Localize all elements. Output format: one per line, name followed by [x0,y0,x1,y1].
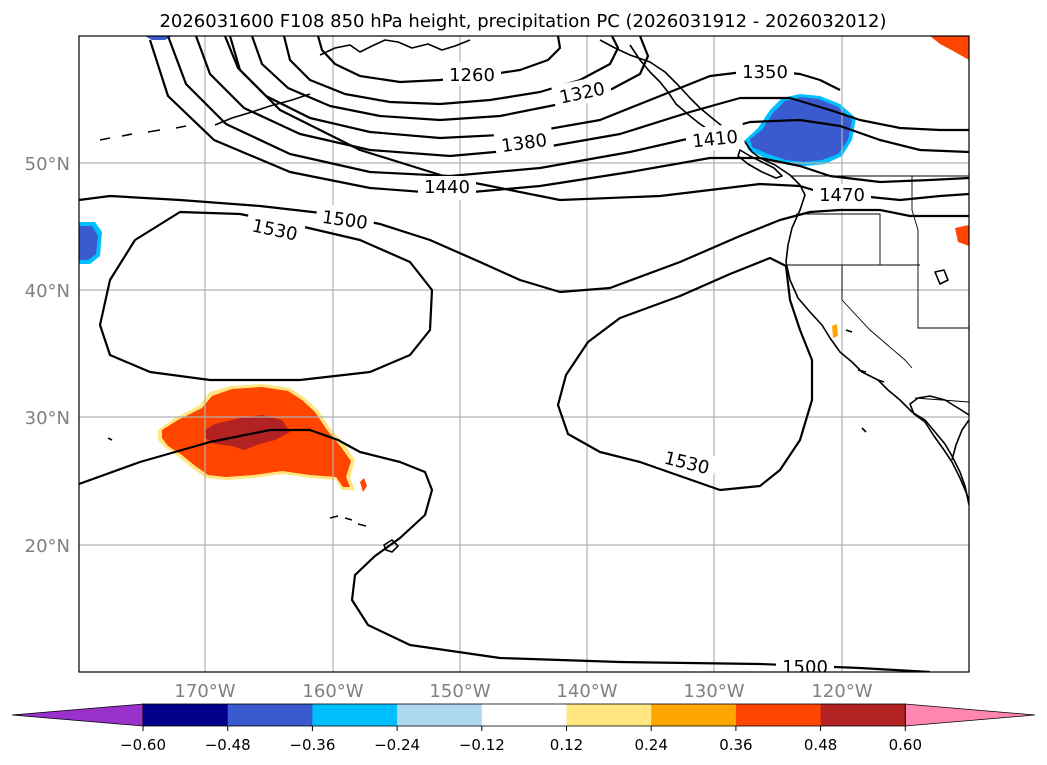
contour-1500-south [79,428,931,672]
lon-label-160w: 160°W [302,681,363,702]
colorbar-tick-label: −0.24 [374,736,420,754]
contour-1470 [228,36,969,202]
contour-label-1500-south: 1500 [782,657,828,678]
lat-label-40n: 40°N [25,281,70,302]
colorbar-segment [820,704,906,726]
political-borders [786,175,969,403]
lon-label-150w: 150°W [429,681,490,702]
clabel-bg-1260 [443,62,501,86]
colorbar-segment [481,704,567,726]
contour-1320 [250,36,650,122]
colorbar: −0.60 −0.48 −0.36 −0.24 −0.12 0.12 0.24 0.36 0.4… [11,703,1036,754]
contour-1500-north [79,194,969,294]
colorbar-segment [227,704,313,726]
coastlines [99,39,969,553]
contour-label-1260: 1260 [449,65,495,86]
colorbar-tick-label: 0.48 [804,736,837,754]
wa-or-border [796,213,881,265]
colorbar-extend-high [904,703,1036,727]
colorbar-tick-label: 0.24 [634,736,667,754]
lat-label-30n: 30°N [25,408,70,429]
contour-1530-east [556,256,814,492]
ca-nv-border [841,265,913,369]
contour-1530-west [98,210,434,382]
colorbar-segment [651,704,737,726]
lon-label-140w: 140°W [556,681,617,702]
lat-label-50n: 50°N [25,154,70,175]
colorbar-segment [397,704,483,726]
map-title: 2026031600 F108 850 hPa height, precipit… [159,11,886,32]
us-mexico-border [914,397,969,403]
colorbar-tick-label: 0.12 [550,736,583,754]
clabel-bg-1470 [813,184,871,208]
hawaii-islands [329,515,399,553]
contour-1410 [166,36,969,178]
map-content: 1260 1320 1350 1380 1410 1440 1470 1500 … [79,36,969,678]
baja-peninsula [909,395,969,501]
contour-labels: 1260 1320 1350 1380 1410 1440 1470 1500 … [244,60,871,678]
lon-label-130w: 130°W [683,681,744,702]
colorbar-segment [566,704,652,726]
contour-1290 [282,36,620,106]
colorbar-segment [312,704,398,726]
colorbar-segment [143,704,229,726]
clabel-bg-1500a [314,203,376,235]
precip-pos-coast [955,225,969,246]
latitude-labels: 50°N 40°N 30°N 20°N [25,154,70,557]
lon-label-120w: 120°W [811,681,872,702]
contour-1260 [316,36,562,84]
mainland-mexico [951,419,969,461]
id-border [911,176,919,265]
colorbar-extend-low [11,703,144,727]
aleutian-chain [99,125,187,141]
clabel-bg-1410 [684,123,746,153]
channel-islands [845,329,885,433]
alaska-islands [214,93,311,126]
alaska-coast [319,39,471,56]
lon-label-170w: 170°W [174,681,235,702]
clabel-bg-1530a [244,211,306,247]
great-salt-lake [934,269,949,285]
contour-label-1410: 1410 [691,127,739,153]
clabel-bg-1440 [418,176,476,200]
colorbar-outline [142,703,906,727]
map-frame [78,35,970,673]
precip-negative-area [79,36,856,264]
contour-label-1440: 1440 [424,177,470,198]
colorbar-segment [735,704,822,726]
clabel-bg-1500b [776,657,834,672]
nv-az-border [917,265,969,329]
precip-neg-mid [750,97,852,162]
colorbar-tick-label: −0.36 [289,736,335,754]
precip-pos-inland [832,324,838,338]
contour-1440 [148,39,969,196]
precip-pos-small [360,478,367,492]
precip-pos-ne-corner [930,36,969,60]
contour-label-1470: 1470 [819,185,865,206]
colorbar-tick-label: 0.36 [719,736,752,754]
north-america-west-coast [599,39,969,506]
clabel-bg-1320 [551,74,613,110]
colorbar-tick-label: −0.48 [205,736,251,754]
colorbar-tick-label: −0.12 [459,736,505,754]
contour-label-1350: 1350 [742,62,788,83]
clabel-bg-1530b [655,443,719,481]
longitude-labels: 170°W 160°W 150°W 140°W 130°W 120°W [174,681,872,702]
precip-neg-top [145,36,172,40]
precip-pos-high [205,415,290,450]
precip-positive-area [158,36,969,492]
small-island [107,437,113,441]
lat-label-20n: 20°N [25,536,70,557]
colorbar-tick-label: 0.60 [889,736,922,754]
contour-1380 [194,36,969,158]
colorbar-tick-label: −0.60 [120,736,166,754]
clabel-bg-1380 [493,126,555,158]
precip-neg-west-inner [79,226,98,260]
clabel-bg-1350 [736,60,794,84]
